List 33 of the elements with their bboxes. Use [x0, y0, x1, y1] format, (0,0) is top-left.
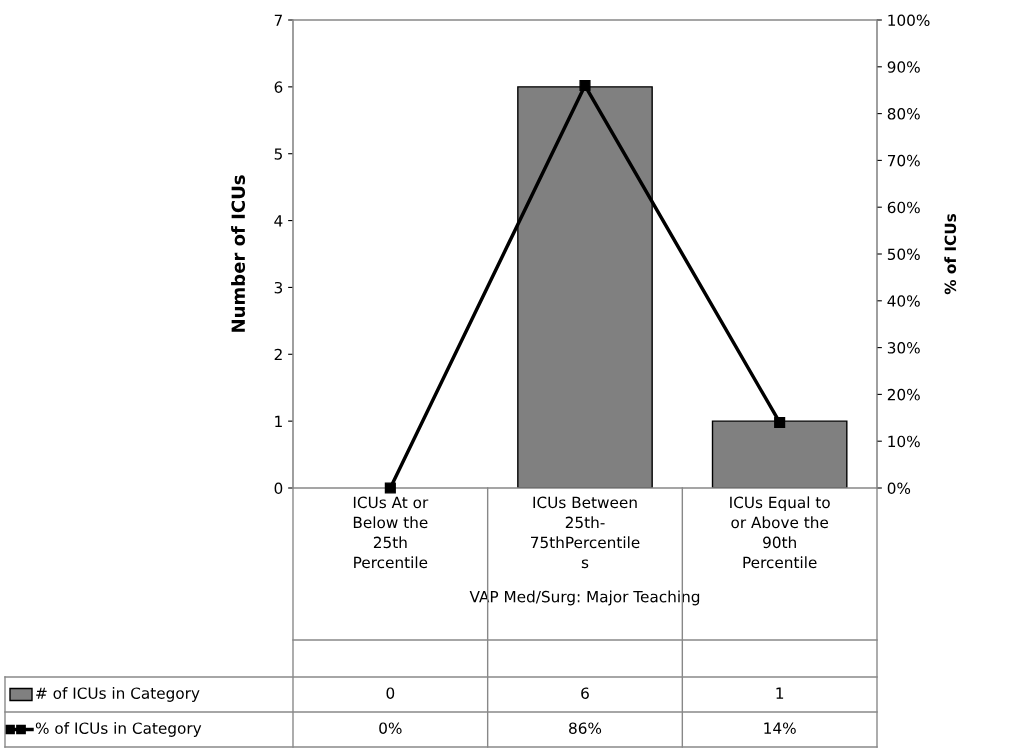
data-label: 0%: [379, 722, 402, 734]
y-tick-label: 6: [274, 81, 283, 93]
x-tick-label: ICUs At or Below the 25th Percentile: [353, 496, 429, 569]
y-tick-label: 5: [274, 148, 282, 160]
legend-label: % of ICUs in Category: [35, 722, 202, 737]
y2-tick-label: 80%: [887, 108, 920, 120]
y2-tick-label: 20%: [887, 388, 920, 401]
y-tick-label: 7: [274, 14, 282, 26]
x-tick-label: ICUs Between 25th- 75thPercentile s: [531, 496, 640, 569]
data-label: 1: [776, 687, 784, 699]
data-label: 0: [386, 687, 395, 699]
y2-tick-label: 60%: [887, 201, 920, 214]
y2-tick-label: 70%: [887, 154, 920, 167]
data-label: 14%: [764, 722, 796, 734]
y2-tick-label: 50%: [887, 248, 920, 261]
x-axis-title: VAP Med/Surg: Major Teaching: [469, 590, 700, 606]
y-tick-label: 0: [274, 482, 283, 495]
y-tick-label: 3: [274, 281, 283, 294]
y-tick-label: 4: [274, 215, 283, 227]
x-tick-label: ICUs Equal to or Above the 90th Percentile: [730, 496, 830, 569]
y2-tick-label: 40%: [887, 295, 920, 307]
y-tick-label: 1: [275, 415, 282, 427]
y2-tick-label: 10%: [888, 435, 920, 448]
legend-label: # of ICUs in Category: [36, 687, 200, 702]
y2-tick-label: 100%: [888, 14, 930, 27]
y2-axis-title: % of ICUs: [944, 213, 957, 295]
y2-tick-label: 90%: [887, 61, 920, 73]
y2-tick-label: 30%: [887, 342, 920, 354]
y-axis-title: Number of ICUs: [231, 175, 246, 332]
y2-tick-label: 0%: [887, 482, 911, 495]
y-tick-label: 2: [274, 348, 282, 361]
data-label: 86%: [569, 722, 602, 734]
data-label: 6: [581, 687, 589, 699]
